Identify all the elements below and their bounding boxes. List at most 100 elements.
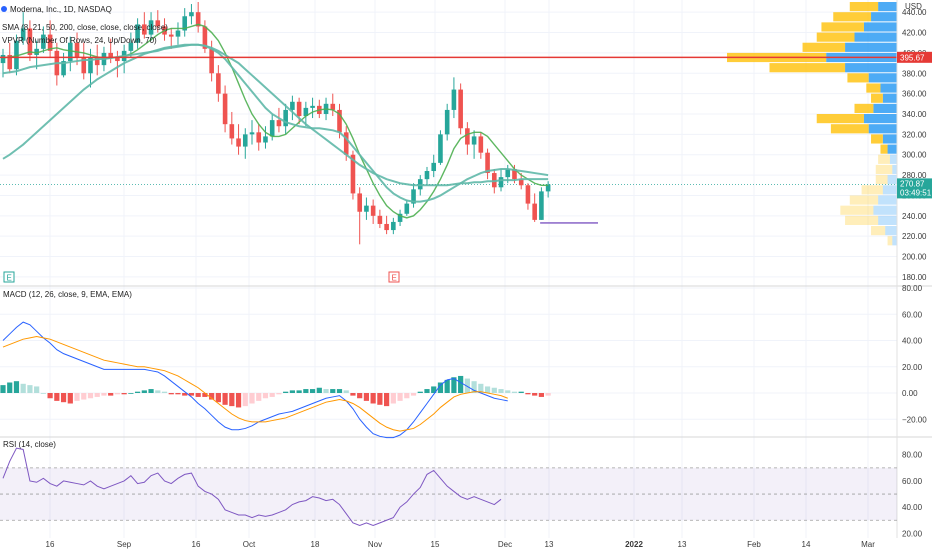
sma-line[interactable] — [2, 23, 549, 219]
candle-body[interactable] — [310, 105, 315, 108]
candle-body[interactable] — [74, 42, 80, 57]
macd-legend[interactable]: MACD (12, 26, close, 9, EMA, EMA) — [3, 290, 132, 299]
candle-body[interactable] — [303, 107, 309, 117]
candle-body[interactable] — [498, 177, 504, 188]
candle-body[interactable] — [296, 101, 302, 117]
candle-body[interactable] — [61, 61, 66, 76]
candle-body[interactable] — [512, 168, 517, 180]
candle-body[interactable] — [108, 52, 113, 57]
macd-histogram-bar — [235, 393, 242, 408]
candle-body[interactable] — [377, 215, 383, 224]
candle-body[interactable] — [444, 109, 450, 135]
candle-body[interactable] — [47, 34, 53, 51]
candle-body[interactable] — [451, 89, 457, 110]
candle-body[interactable] — [525, 185, 531, 204]
sma-line[interactable] — [2, 43, 549, 203]
candle-body[interactable] — [20, 28, 26, 41]
macd-pane[interactable] — [0, 321, 551, 439]
earnings-marker-2[interactable]: E — [388, 271, 400, 283]
candle-body[interactable] — [471, 136, 477, 145]
candle-body[interactable] — [0, 54, 6, 64]
candle-body[interactable] — [216, 73, 221, 94]
vpvr-down-bar — [875, 175, 888, 185]
candle-body[interactable] — [391, 221, 396, 231]
candle-body[interactable] — [249, 132, 255, 135]
symbol-title: Moderna, Inc., 1D, NASDAQ — [10, 5, 112, 14]
candle-body[interactable] — [465, 128, 470, 145]
candle-body[interactable] — [491, 173, 497, 188]
candle-body[interactable] — [81, 56, 87, 74]
candle-body[interactable] — [350, 154, 356, 194]
candle-body[interactable] — [438, 134, 443, 163]
currency-label: USD — [905, 2, 922, 11]
candle-body[interactable] — [397, 213, 403, 222]
macd-line[interactable] — [2, 321, 508, 439]
candle-body[interactable] — [222, 93, 228, 125]
candle-body[interactable] — [135, 24, 140, 43]
candle-body[interactable] — [276, 120, 282, 127]
candle-body[interactable] — [343, 132, 349, 155]
candle-body[interactable] — [370, 205, 376, 216]
candle-body[interactable] — [94, 56, 100, 66]
candle-body[interactable] — [256, 132, 262, 143]
rsi-line[interactable] — [2, 447, 502, 527]
time-axis[interactable]: 16 Sep 16 Oct 18 Nov 15 Dec 13 2022 13 Feb 14 Mar — [46, 540, 876, 549]
candle-body[interactable] — [404, 203, 410, 214]
candle-body[interactable] — [88, 56, 93, 74]
candle-body[interactable] — [269, 120, 275, 137]
candle-body[interactable] — [14, 40, 19, 70]
candle-body[interactable] — [505, 168, 511, 178]
candle-body[interactable] — [364, 205, 369, 212]
candle-body[interactable] — [518, 179, 524, 186]
candle-body[interactable] — [34, 48, 39, 55]
candle-body[interactable] — [189, 12, 194, 17]
time-axis-label: Sep — [117, 540, 132, 549]
candle-body[interactable] — [357, 193, 362, 212]
candle-body[interactable] — [411, 189, 416, 204]
candle-body[interactable] — [168, 34, 174, 37]
candle-body[interactable] — [68, 42, 73, 62]
candle-body[interactable] — [236, 138, 241, 147]
candle-body[interactable] — [485, 152, 490, 174]
candle-body[interactable] — [330, 103, 336, 110]
candle-body[interactable] — [424, 171, 430, 180]
candle-body[interactable] — [195, 12, 201, 27]
candle-body[interactable] — [532, 203, 537, 220]
vpvr-up-bar — [882, 134, 897, 144]
candle-body[interactable] — [478, 136, 484, 153]
candle-body[interactable] — [229, 124, 235, 139]
candle-body[interactable] — [128, 42, 134, 51]
sma-legend[interactable]: SMA (8, 21, 50, 200, close, close, close… — [2, 23, 168, 32]
candle-body[interactable] — [431, 162, 437, 172]
candle-body[interactable] — [7, 54, 13, 70]
candle-body[interactable] — [115, 56, 120, 62]
rsi-legend[interactable]: RSI (14, close) — [3, 440, 56, 449]
candle-body[interactable] — [337, 109, 342, 133]
candle-body[interactable] — [458, 89, 463, 129]
candle-body[interactable] — [417, 179, 423, 190]
candle-body[interactable] — [290, 101, 295, 110]
candle-body[interactable] — [384, 223, 389, 231]
candle-body[interactable] — [242, 134, 248, 147]
candle-body[interactable] — [539, 191, 544, 220]
earnings-marker-1[interactable]: E — [3, 271, 15, 283]
candle-body[interactable] — [155, 20, 161, 27]
rsi-pane[interactable] — [0, 447, 897, 527]
sma-line[interactable] — [2, 43, 549, 187]
candle-body[interactable] — [175, 30, 181, 37]
candle-body[interactable] — [263, 136, 268, 143]
candle-body[interactable] — [283, 109, 288, 127]
candle-body[interactable] — [182, 16, 188, 31]
macd-histogram-bar — [357, 393, 363, 399]
vpvr-legend[interactable]: VPVR (Number Of Rows, 24, Up/Down, 70) — [2, 36, 157, 45]
candle-body[interactable] — [148, 20, 154, 35]
candle-body[interactable] — [202, 26, 208, 49]
candle-body[interactable] — [545, 184, 551, 192]
candle-body[interactable] — [27, 28, 33, 55]
price-pane[interactable] — [0, 2, 897, 245]
macd-signal-line[interactable] — [2, 336, 508, 432]
candle-body[interactable] — [41, 34, 46, 49]
candle-body[interactable] — [142, 24, 147, 35]
candle-body[interactable] — [209, 48, 214, 74]
